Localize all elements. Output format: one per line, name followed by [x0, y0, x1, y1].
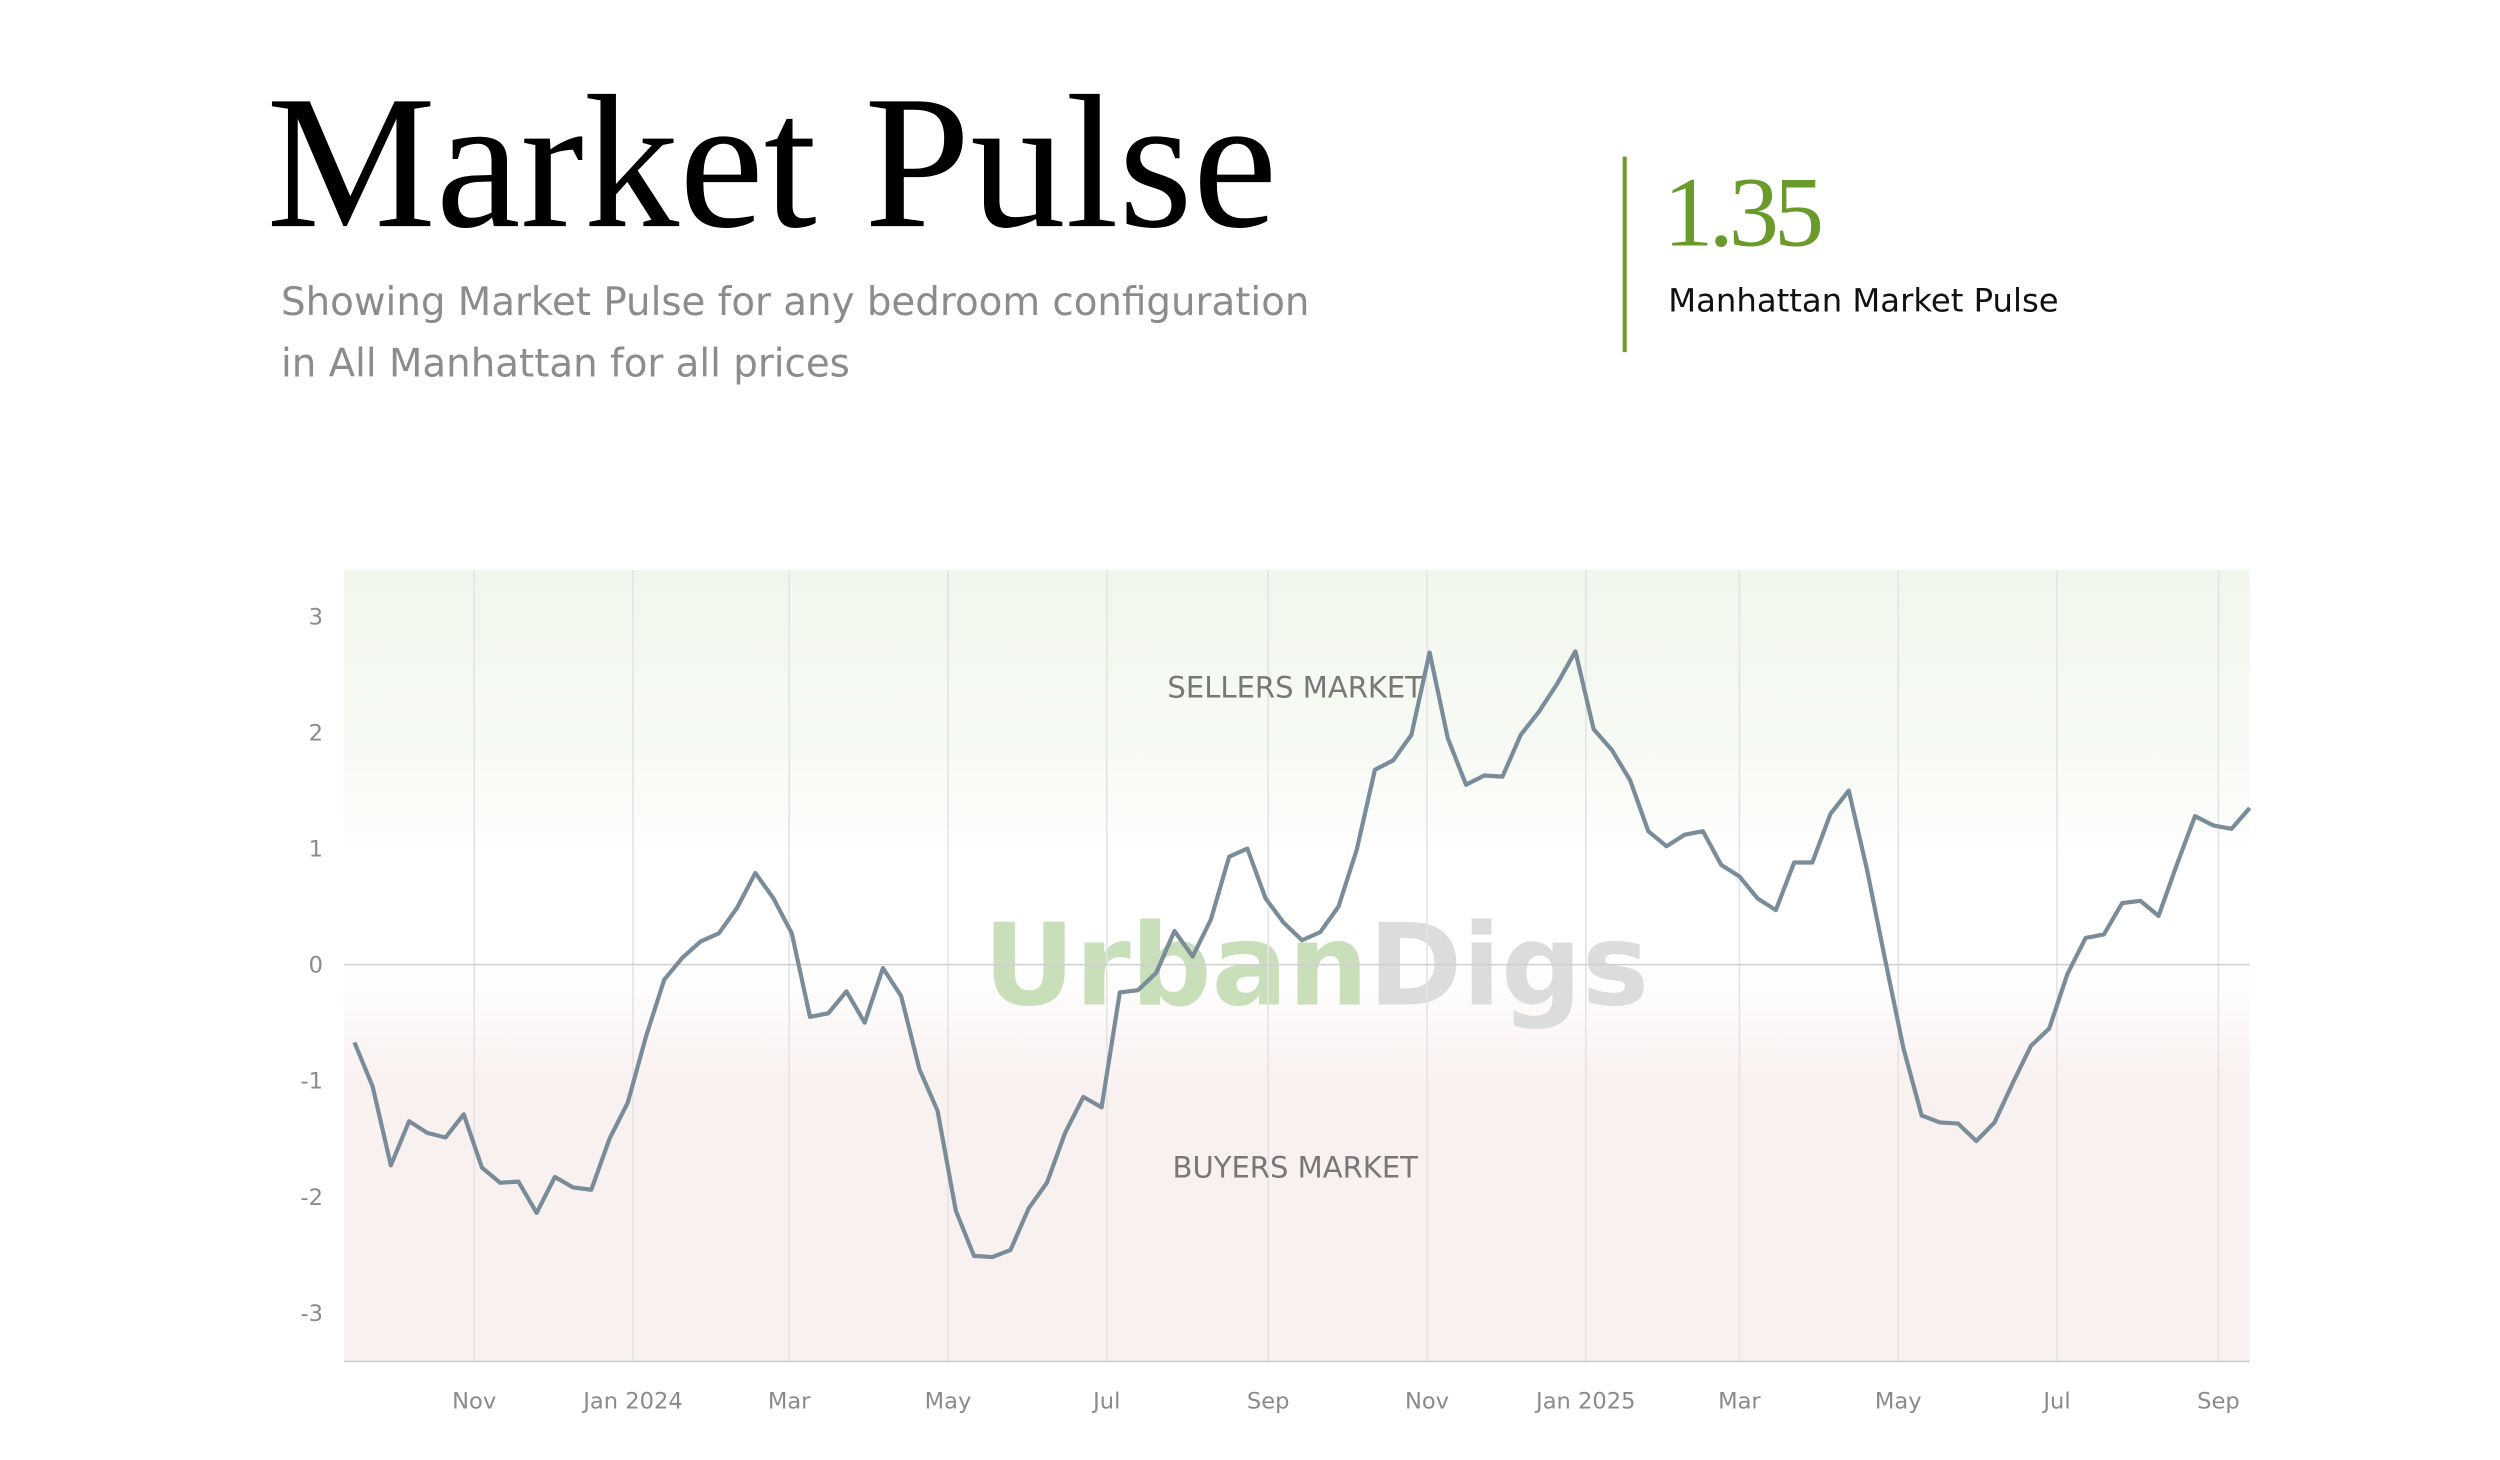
x-tick-label: Nov	[1405, 1388, 1449, 1414]
stat-label: Manhattan Market Pulse	[1668, 282, 2058, 320]
annotation: BUYERS MARKET	[1173, 1150, 1419, 1184]
watermark: UrbanDigs	[983, 900, 1649, 1032]
x-tick-label: Sep	[1247, 1388, 1290, 1414]
watermark-part: Digs	[1368, 900, 1649, 1032]
plot: UrbanDigs Nov Jan 2024 Mar May Jul Sep Nov Jan 2…	[300, 570, 2252, 1414]
subtitle: Showing Market Pulse for any bedroom con…	[281, 280, 1309, 325]
x-tick-label: Mar	[768, 1388, 811, 1414]
x-tick-label: Mar	[1718, 1388, 1761, 1414]
x-tick-label: Sep	[2197, 1388, 2240, 1414]
x-tick-label: Jul	[1091, 1388, 1120, 1414]
y-tick-label: 0	[309, 953, 323, 979]
pulse-line	[352, 649, 2252, 1260]
x-tick-label: May	[925, 1388, 972, 1414]
watermark-part: Urban	[983, 900, 1368, 1032]
x-tick-label: Nov	[452, 1388, 496, 1414]
x-tick-label: Jan 2024	[581, 1388, 683, 1414]
page-title: Market Pulse	[266, 57, 1277, 268]
y-tick-label: -1	[300, 1069, 323, 1095]
annotation: SELLERS MARKET	[1167, 671, 1423, 705]
x-tick-label: May	[1875, 1388, 1922, 1414]
y-tick-label: 1	[309, 837, 323, 863]
y-tick-label: 3	[309, 605, 323, 631]
y-tick-label: -2	[300, 1185, 323, 1211]
y-tick-label: 2	[309, 721, 323, 747]
stat-value: 1.35	[1663, 157, 1821, 268]
subtitle: in All Manhattan for all prices	[281, 341, 850, 386]
buyers-zone	[343, 964, 2250, 1362]
y-tick-label: -3	[300, 1301, 323, 1327]
x-tick-label: Jul	[2041, 1388, 2070, 1414]
sellers-zone	[343, 570, 2250, 965]
x-tick-label: Jan 2025	[1534, 1388, 1636, 1414]
